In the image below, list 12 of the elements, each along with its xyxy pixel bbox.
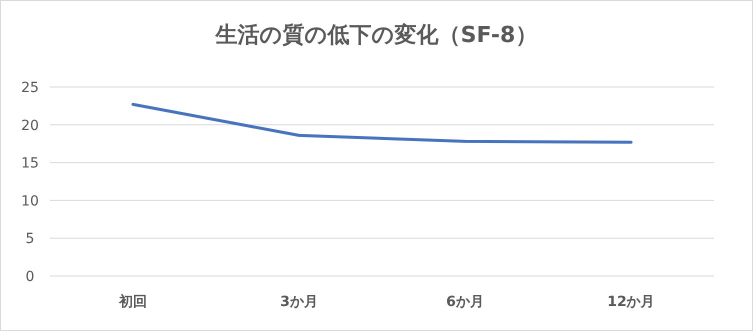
y-tick-label: 0 [26,269,34,285]
x-tick-label: 12か月 [607,294,655,310]
x-tick-label: 3か月 [280,294,318,310]
line-series [132,102,632,144]
x-tick-label: 6か月 [446,294,484,310]
y-tick-label: 25 [21,80,39,96]
y-tick-label: 20 [21,118,39,134]
x-tick-label: 初回 [118,293,147,310]
chart-title: 生活の質の低下の変化（SF-8） [214,22,538,48]
y-tick-label: 15 [21,156,39,172]
y-tick-label: 5 [26,231,34,248]
y-tick-label: 10 [21,193,39,210]
